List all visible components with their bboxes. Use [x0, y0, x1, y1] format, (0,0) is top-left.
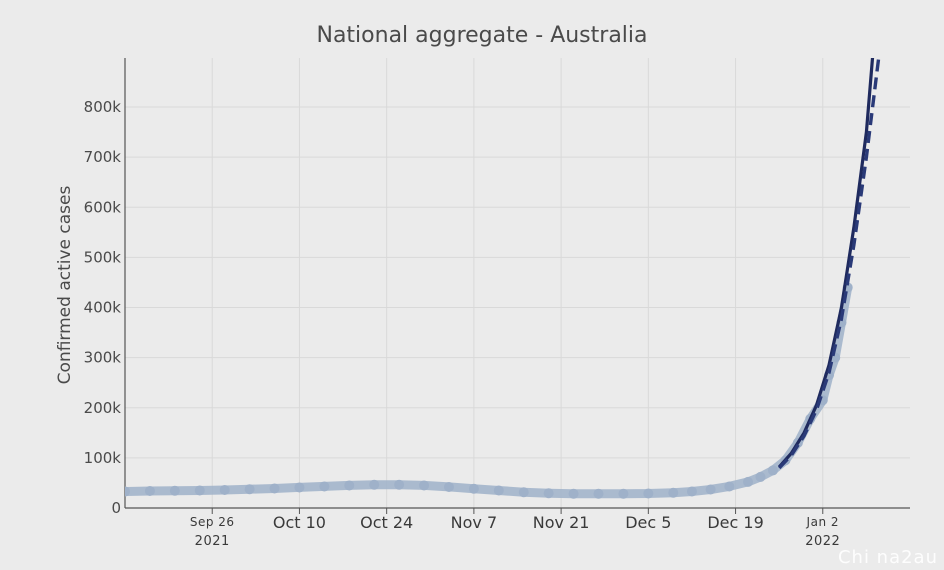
data-point [755, 471, 766, 482]
x-tick-year: 2021 [195, 534, 230, 549]
x-tick-label: Oct 24 [360, 513, 413, 532]
x-tick-label: Nov 21 [533, 513, 590, 532]
data-point [593, 488, 604, 499]
y-tick-label: 200k [84, 399, 122, 417]
chart-title: National aggregate - Australia [316, 23, 647, 48]
y-axis-label: Confirmed active cases [55, 186, 75, 385]
data-point [518, 487, 529, 498]
data-point [125, 486, 130, 497]
data-point [369, 479, 380, 490]
x-tick-label: Oct 10 [273, 513, 326, 532]
data-point [219, 484, 230, 495]
data-point [468, 483, 479, 494]
watermark: Chi na2au [837, 547, 938, 568]
data-point [543, 488, 554, 499]
axes [124, 58, 910, 514]
data-point [244, 484, 255, 495]
x-tick-label: Nov 7 [451, 513, 498, 532]
x-tick-label: Dec 19 [707, 513, 763, 532]
tick-labels: 0 100k 200k 300k 400k 500k 600k 700k 800k Sep 26 2… [84, 98, 840, 549]
data-point [344, 480, 355, 491]
y-tick-label: 0 [111, 499, 121, 517]
grid [125, 58, 910, 508]
data-point [668, 487, 679, 498]
data-point [493, 485, 504, 496]
x-tick-label: Dec 5 [625, 513, 671, 532]
y-tick-label: 300k [84, 349, 122, 367]
y-tick-label: 700k [84, 148, 122, 166]
data-point [443, 481, 454, 492]
x-tick-label: Jan 2 [806, 515, 839, 529]
y-tick-label: 500k [84, 248, 122, 266]
data-point [319, 481, 330, 492]
data-point [724, 481, 735, 492]
projection-dashed-line [777, 58, 881, 470]
data-point [144, 485, 155, 496]
data-point [686, 486, 697, 497]
data-point [194, 485, 205, 496]
data-point [705, 484, 716, 495]
data-point [394, 479, 405, 490]
y-tick-label: 800k [84, 98, 122, 116]
x-tick-year: 2022 [805, 534, 840, 549]
y-tick-label: 400k [84, 299, 122, 317]
data-point [618, 488, 629, 499]
y-tick-label: 600k [84, 198, 122, 216]
data-point [743, 476, 754, 487]
data-point [419, 480, 430, 491]
data-point [169, 485, 180, 496]
x-tick-label: Sep 26 [190, 515, 235, 529]
data-point [568, 488, 579, 499]
data-point [294, 482, 305, 493]
data-point [643, 488, 654, 499]
y-tick-label: 100k [84, 449, 122, 467]
data-point [767, 465, 778, 476]
data-point [269, 483, 280, 494]
series [125, 58, 881, 499]
